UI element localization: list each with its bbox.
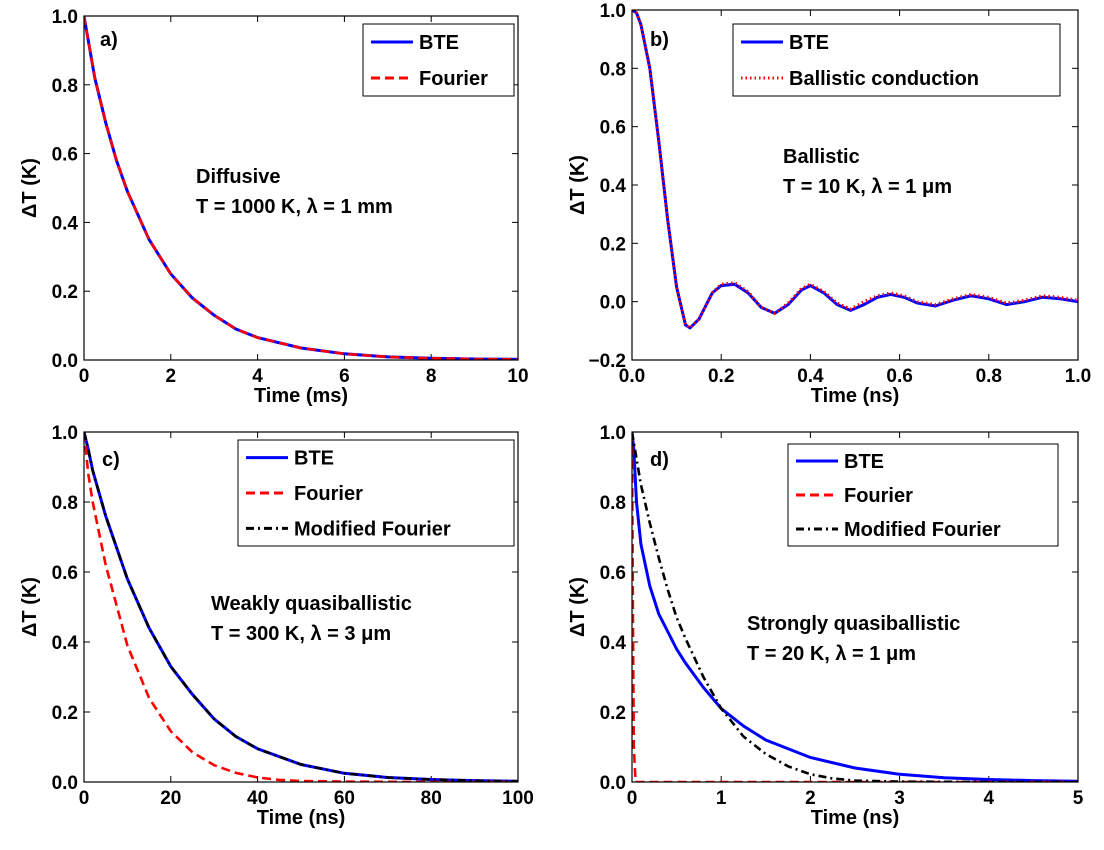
x-tick-label: 0.8 bbox=[976, 366, 1002, 387]
y-tick-label: 0.8 bbox=[600, 493, 626, 514]
x-tick-label: 60 bbox=[334, 788, 355, 809]
x-axis-label: Time (ms) bbox=[254, 385, 348, 407]
plot-frame bbox=[631, 431, 1079, 783]
x-tick-label: 8 bbox=[426, 366, 437, 387]
x-tick-label: 1.0 bbox=[1065, 366, 1091, 387]
annotation-line: T = 10 K, λ = 1 μm bbox=[783, 176, 952, 198]
series-line-modified-fourier bbox=[84, 432, 518, 782]
legend-box bbox=[732, 23, 1061, 97]
series-line-bte bbox=[632, 432, 1078, 782]
x-axis-label: Time (ns) bbox=[811, 385, 900, 407]
legend-label: Modified Fourier bbox=[294, 518, 451, 540]
y-tick-label: 0.6 bbox=[600, 118, 626, 139]
legend-box bbox=[362, 23, 515, 97]
legend-label: BTE bbox=[294, 448, 334, 470]
y-tick-label: 0.6 bbox=[52, 563, 78, 584]
x-tick-label: 0 bbox=[79, 366, 90, 387]
x-tick-label: 100 bbox=[502, 788, 534, 809]
legend-label: BTE bbox=[844, 451, 884, 473]
panel-1: 0 2 4 6 8 10 0.0 0.2 0.4 0.6 0.8 1.0 Time (ms) ΔT (K)… bbox=[19, 7, 529, 407]
y-tick-label: 1.0 bbox=[52, 7, 78, 28]
panel-2: 0.0 0.2 0.4 0.6 0.8 1.0−0.20.00.20.40.60.81.0… bbox=[567, 1, 1091, 407]
x-tick-label: 0 bbox=[79, 788, 90, 809]
y-axis-label: ΔT (K) bbox=[19, 158, 41, 218]
annotation-line: Ballistic bbox=[783, 146, 860, 168]
legend-label: Fourier bbox=[419, 68, 488, 90]
y-axis-label: ΔT (K) bbox=[567, 577, 589, 637]
x-tick-label: 0 bbox=[627, 788, 638, 809]
legend-label: Fourier bbox=[844, 485, 913, 507]
series-line-bte bbox=[84, 16, 518, 360]
annotation-line: T = 300 K, λ = 3 μm bbox=[211, 623, 391, 645]
panel-label: c) bbox=[102, 449, 120, 471]
panel-3: 0 20 40 60 80 100 0.0 0.2 0.4 0.6 0.8 1.0 Time (ns) Δ… bbox=[19, 423, 534, 829]
y-tick-label: 0.2 bbox=[600, 234, 626, 255]
legend-label: Ballistic conduction bbox=[789, 68, 979, 90]
y-tick-label: 0.2 bbox=[52, 282, 78, 303]
y-tick-label: 1.0 bbox=[52, 423, 78, 444]
y-tick-label: 0.2 bbox=[52, 703, 78, 724]
y-tick-label: 0.6 bbox=[52, 145, 78, 166]
x-tick-label: 0.0 bbox=[619, 366, 645, 387]
y-tick-label: 0.0 bbox=[600, 293, 626, 314]
x-tick-label: 3 bbox=[894, 788, 905, 809]
y-tick-label: 1.0 bbox=[600, 423, 626, 444]
plot-frame bbox=[83, 431, 519, 783]
y-tick-label: 0.8 bbox=[52, 76, 78, 97]
legend-label: Fourier bbox=[294, 483, 363, 505]
y-tick-label: 0.2 bbox=[600, 703, 626, 724]
y-tick-label: 0.4 bbox=[600, 176, 627, 197]
panel-4: 0 1 2 3 4 5 0.0 0.2 0.4 0.6 0.8 1.0 Time (ns) ΔT (K) d… bbox=[567, 423, 1084, 829]
y-tick-label: −0.2 bbox=[588, 351, 626, 372]
legend-label: Modified Fourier bbox=[844, 519, 1001, 541]
x-tick-label: 2 bbox=[805, 788, 816, 809]
panel-label: a) bbox=[100, 29, 118, 51]
series-line-fourier bbox=[84, 432, 518, 782]
x-tick-label: 6 bbox=[339, 366, 350, 387]
legend-label: BTE bbox=[419, 32, 459, 54]
y-axis-label: ΔT (K) bbox=[19, 577, 41, 637]
x-axis-label: Time (ns) bbox=[257, 807, 346, 829]
annotation-line: Weakly quasiballistic bbox=[211, 593, 412, 615]
annotation-line: T = 1000 K, λ = 1 mm bbox=[196, 196, 393, 218]
series-line-fourier bbox=[632, 432, 1078, 782]
y-tick-label: 0.4 bbox=[600, 633, 627, 654]
x-tick-label: 80 bbox=[421, 788, 442, 809]
y-tick-label: 0.0 bbox=[52, 773, 78, 794]
y-tick-label: 0.6 bbox=[600, 563, 626, 584]
legend-label: BTE bbox=[789, 32, 829, 54]
annotation-line: Diffusive bbox=[196, 166, 280, 188]
x-tick-label: 10 bbox=[507, 366, 528, 387]
plot-frame bbox=[83, 15, 519, 361]
x-tick-label: 0.6 bbox=[886, 366, 912, 387]
panel-label: d) bbox=[650, 449, 669, 471]
annotation-line: Strongly quasiballistic bbox=[747, 613, 960, 635]
series-line-modified-fourier bbox=[632, 432, 1078, 782]
y-tick-label: 0.4 bbox=[52, 213, 79, 234]
y-tick-label: 0.8 bbox=[600, 59, 626, 80]
x-tick-label: 4 bbox=[984, 788, 995, 809]
x-tick-label: 5 bbox=[1073, 788, 1084, 809]
y-axis-label: ΔT (K) bbox=[567, 155, 589, 215]
x-tick-label: 2 bbox=[166, 366, 177, 387]
x-tick-label: 40 bbox=[247, 788, 268, 809]
plot-frame bbox=[631, 9, 1079, 361]
x-axis-label: Time (ns) bbox=[811, 807, 900, 829]
annotation-line: T = 20 K, λ = 1 μm bbox=[747, 643, 916, 665]
y-tick-label: 0.0 bbox=[600, 773, 626, 794]
series-line-ballistic-conduction bbox=[632, 10, 1078, 330]
x-tick-label: 0.4 bbox=[797, 366, 824, 387]
y-tick-label: 0.4 bbox=[52, 633, 79, 654]
x-tick-label: 4 bbox=[252, 366, 263, 387]
y-tick-label: 0.8 bbox=[52, 493, 78, 514]
x-tick-label: 0.2 bbox=[708, 366, 734, 387]
x-tick-label: 20 bbox=[160, 788, 181, 809]
y-tick-label: 0.0 bbox=[52, 351, 78, 372]
panel-label: b) bbox=[650, 29, 669, 51]
x-tick-label: 1 bbox=[716, 788, 727, 809]
y-tick-label: 1.0 bbox=[600, 1, 626, 22]
